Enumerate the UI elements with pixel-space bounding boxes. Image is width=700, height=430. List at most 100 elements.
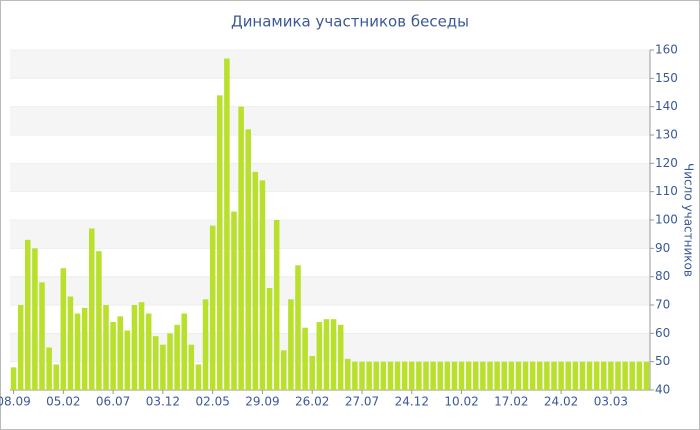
bar bbox=[529, 361, 536, 390]
bar bbox=[458, 361, 465, 390]
bar bbox=[352, 361, 358, 390]
bar bbox=[480, 361, 486, 390]
bar bbox=[39, 282, 45, 390]
bar bbox=[32, 248, 38, 390]
bar bbox=[508, 361, 515, 390]
bar bbox=[473, 361, 479, 390]
bar bbox=[145, 313, 152, 390]
bar bbox=[266, 288, 273, 390]
x-tick-label: 03.03 bbox=[594, 395, 628, 409]
x-tick-label: 02.05 bbox=[195, 395, 229, 409]
bar bbox=[131, 305, 138, 390]
bar bbox=[451, 361, 458, 390]
bar bbox=[46, 347, 52, 390]
x-tick-label: 08.09 bbox=[0, 395, 31, 409]
grid-band bbox=[10, 220, 650, 249]
bar bbox=[593, 361, 600, 390]
bar bbox=[643, 361, 650, 390]
y-tick-label: 100 bbox=[655, 213, 678, 227]
bar bbox=[501, 361, 507, 390]
bar bbox=[302, 327, 308, 390]
bar bbox=[117, 316, 123, 390]
x-tick-label: 10.02 bbox=[444, 395, 478, 409]
y-tick-label: 120 bbox=[655, 156, 678, 170]
grid-band bbox=[10, 106, 650, 135]
bar bbox=[437, 361, 443, 390]
bar bbox=[202, 299, 209, 390]
y-tick-label: 90 bbox=[655, 241, 670, 255]
bar bbox=[515, 361, 522, 390]
bar bbox=[537, 361, 543, 390]
bar bbox=[387, 361, 394, 390]
bar bbox=[60, 268, 67, 390]
bar bbox=[160, 344, 166, 390]
bar bbox=[195, 364, 202, 390]
x-tick-label: 03.12 bbox=[146, 395, 180, 409]
bar bbox=[96, 251, 102, 390]
bar bbox=[174, 324, 180, 390]
bar bbox=[89, 228, 95, 390]
bar bbox=[551, 361, 557, 390]
bar bbox=[359, 361, 365, 390]
bar bbox=[423, 361, 429, 390]
bar bbox=[394, 361, 401, 390]
bar bbox=[409, 361, 415, 390]
y-tick-label: 60 bbox=[655, 326, 670, 340]
x-tick-label: 24.12 bbox=[395, 395, 429, 409]
bar bbox=[494, 361, 500, 390]
bar bbox=[579, 361, 586, 390]
bar bbox=[238, 106, 244, 391]
bar bbox=[337, 324, 344, 390]
bar bbox=[53, 364, 59, 390]
bar bbox=[252, 171, 259, 390]
bar bbox=[430, 361, 436, 390]
bar bbox=[465, 361, 472, 390]
bar bbox=[380, 361, 387, 390]
x-tick-label: 17.02 bbox=[494, 395, 528, 409]
bar bbox=[110, 322, 116, 390]
bar bbox=[25, 239, 31, 390]
x-tick-label: 26.02 bbox=[295, 395, 329, 409]
chart-title: Динамика участников беседы bbox=[231, 13, 469, 31]
bar bbox=[309, 356, 315, 390]
bar bbox=[295, 265, 301, 390]
y-tick-label: 160 bbox=[655, 43, 678, 57]
bar bbox=[572, 361, 579, 390]
bar bbox=[124, 330, 131, 390]
bar bbox=[138, 302, 145, 390]
bar bbox=[615, 361, 621, 390]
bar bbox=[622, 361, 628, 390]
bar bbox=[558, 361, 564, 390]
bar bbox=[217, 95, 223, 390]
bar bbox=[401, 361, 408, 390]
x-tick-label: 24.02 bbox=[544, 395, 578, 409]
bar bbox=[245, 129, 251, 391]
bar bbox=[17, 305, 24, 390]
bar bbox=[601, 361, 607, 390]
bar bbox=[444, 361, 451, 390]
x-tick-label: 05.02 bbox=[46, 395, 80, 409]
bar bbox=[330, 319, 337, 390]
bar bbox=[288, 299, 294, 390]
grid-band bbox=[10, 333, 650, 362]
bar bbox=[273, 220, 280, 390]
y-axis-title: Число участников bbox=[682, 163, 696, 277]
y-tick-label: 140 bbox=[655, 99, 678, 113]
bar bbox=[373, 361, 379, 390]
bar bbox=[10, 367, 17, 390]
y-tick-label: 130 bbox=[655, 128, 678, 142]
y-tick-label: 150 bbox=[655, 71, 678, 85]
y-tick-label: 110 bbox=[655, 184, 678, 198]
bar bbox=[522, 361, 529, 390]
bar bbox=[586, 361, 593, 390]
y-tick-label: 80 bbox=[655, 269, 670, 283]
bar bbox=[231, 211, 237, 390]
bar bbox=[636, 361, 643, 390]
bar bbox=[629, 361, 635, 390]
bar bbox=[366, 361, 372, 390]
y-tick-label: 50 bbox=[655, 354, 670, 368]
bar bbox=[323, 319, 330, 390]
grid-band bbox=[10, 163, 650, 192]
x-tick-label: 29.09 bbox=[245, 395, 279, 409]
x-tick-label: 27.07 bbox=[345, 395, 379, 409]
